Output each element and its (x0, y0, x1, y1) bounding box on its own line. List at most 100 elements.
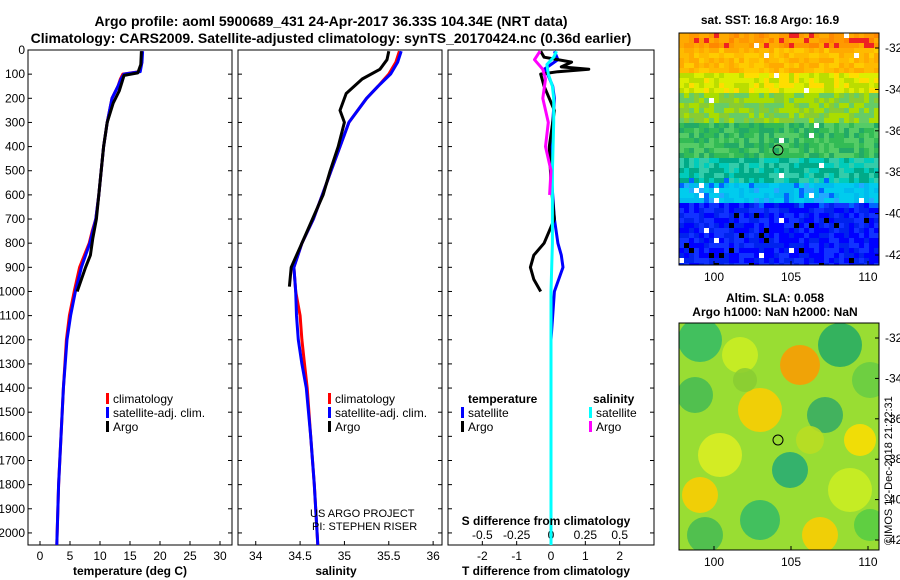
sst-pixel (834, 208, 839, 213)
sst-pixel (754, 73, 759, 78)
sst-pixel (729, 58, 734, 63)
sst-pixel (804, 108, 809, 113)
sst-pixel (794, 218, 799, 223)
sst-pixel (694, 113, 699, 118)
sst-pixel (689, 103, 694, 108)
sst-pixel (814, 228, 819, 233)
sst-pixel (824, 118, 829, 123)
sst-pixel (844, 228, 849, 233)
sst-pixel (679, 243, 684, 248)
sst-pixel (759, 163, 764, 168)
sst-pixel (844, 218, 849, 223)
sst-pixel (759, 123, 764, 128)
sst-pixel (684, 53, 689, 58)
sst-pixel (739, 48, 744, 53)
sst-pixel (694, 68, 699, 73)
sst-pixel (784, 133, 789, 138)
sst-pixel (844, 143, 849, 148)
sst-pixel (704, 98, 709, 103)
sst-pixel (804, 178, 809, 183)
sst-pixel (779, 143, 784, 148)
series-t-argo (528, 50, 591, 293)
sst-pixel (869, 233, 874, 238)
sst-pixel (839, 88, 844, 93)
sst-pixel (684, 63, 689, 68)
sst-pixel (754, 258, 759, 263)
sst-pixel (819, 68, 824, 73)
sst-pixel (869, 33, 874, 38)
sst-pixel (764, 198, 769, 203)
x-tick-label: 35 (338, 549, 352, 563)
sst-pixel (869, 183, 874, 188)
sst-pixel (704, 128, 709, 133)
sst-pixel (864, 233, 869, 238)
sst-pixel (754, 178, 759, 183)
sst-pixel (844, 188, 849, 193)
sst-pixel (774, 258, 779, 263)
sst-pixel (774, 203, 779, 208)
sst-pixel (809, 133, 814, 138)
sst-pixel (839, 208, 844, 213)
sst-pixel (749, 243, 754, 248)
sst-pixel (814, 213, 819, 218)
sst-pixel (829, 208, 834, 213)
sst-pixel (719, 118, 724, 123)
sst-pixel (779, 83, 784, 88)
sst-pixel (729, 163, 734, 168)
sst-pixel (734, 238, 739, 243)
legend-climatology: climatology (335, 392, 395, 406)
sst-pixel (684, 108, 689, 113)
sst-pixel (859, 63, 864, 68)
sst-pixel (839, 178, 844, 183)
sst-pixel (839, 248, 844, 253)
sst-pixel (699, 93, 704, 98)
sst-pixel (789, 53, 794, 58)
sst-pixel (874, 38, 879, 43)
legend-temperature-title: temperature (468, 392, 538, 406)
sst-pixel (869, 258, 874, 263)
sst-pixel (729, 263, 734, 265)
sst-pixel (709, 88, 714, 93)
sst-pixel (834, 138, 839, 143)
sst-pixel (794, 228, 799, 233)
sst-pixel (814, 78, 819, 83)
sst-pixel (799, 143, 804, 148)
sst-pixel (819, 163, 824, 168)
sst-pixel (739, 118, 744, 123)
sst-pixel (699, 168, 704, 173)
sst-pixel (809, 208, 814, 213)
legend-swatch-s-satellite (589, 407, 592, 418)
sst-pixel (709, 163, 714, 168)
sst-pixel (689, 118, 694, 123)
sst-pixel (779, 153, 784, 158)
sst-pixel (704, 83, 709, 88)
sst-pixel (864, 203, 869, 208)
sst-pixel (714, 113, 719, 118)
sst-pixel (739, 218, 744, 223)
sst-pixel (809, 163, 814, 168)
sst-pixel (689, 113, 694, 118)
sst-pixel (859, 198, 864, 203)
sst-pixel (819, 173, 824, 178)
sst-pixel (844, 73, 849, 78)
sst-pixel (709, 118, 714, 123)
sst-pixel (819, 118, 824, 123)
sst-pixel (699, 38, 704, 43)
sst-pixel (679, 168, 684, 173)
sst-pixel (834, 103, 839, 108)
sst-pixel (679, 93, 684, 98)
sst-pixel (859, 248, 864, 253)
sst-pixel (874, 93, 879, 98)
sst-pixel (834, 233, 839, 238)
sst-pixel (824, 88, 829, 93)
sst-pixel (789, 198, 794, 203)
sst-pixel (814, 68, 819, 73)
sst-pixel (709, 78, 714, 83)
sst-pixel (684, 113, 689, 118)
sst-pixel (784, 243, 789, 248)
sst-pixel (824, 63, 829, 68)
sst-pixel (724, 203, 729, 208)
sst-pixel (874, 48, 879, 53)
sst-pixel (784, 128, 789, 133)
sst-pixel (804, 223, 809, 228)
